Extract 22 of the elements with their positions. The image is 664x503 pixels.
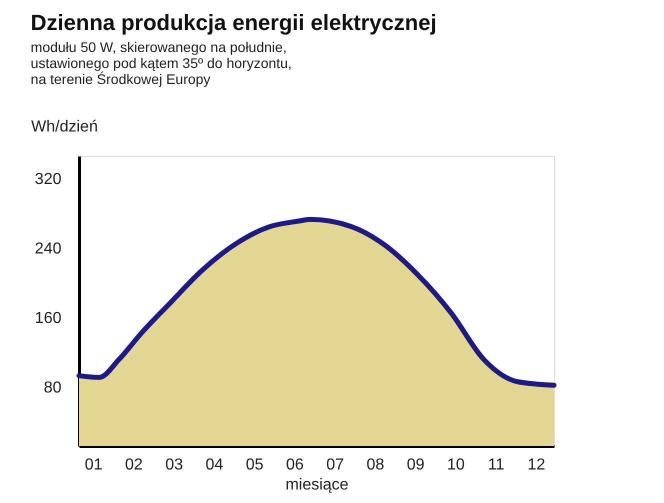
y-tick-label: 160 <box>34 310 62 327</box>
text: ustawionego pod kątem 35º do horyzontu, <box>30 55 292 71</box>
y-axis-title: Wh/dzień <box>31 118 98 136</box>
x-tick-label: 12 <box>527 456 546 474</box>
x-tick-label: 11 <box>488 456 505 474</box>
chart-title: Dzienna produkcja energii elektrycznej <box>30 10 437 35</box>
y-tick-label: 240 <box>34 240 62 258</box>
x-axis-title: miesiące <box>285 476 349 494</box>
x-tick-label: 05 <box>246 456 264 474</box>
x-tick-label: 09 <box>406 456 425 474</box>
x-tick-label: 10 <box>446 456 465 474</box>
x-tick-label: 07 <box>326 456 344 474</box>
x-tick-label: 03 <box>165 456 184 474</box>
y-tick-label: 320 <box>34 171 62 188</box>
x-tick-label: 04 <box>205 456 224 474</box>
text: modułu 50 W, skierowanego na południe, <box>30 39 287 55</box>
x-tick-label: 06 <box>286 456 304 474</box>
y-tick-label: 80 <box>44 379 62 396</box>
text: na terenie Środkowej Europy <box>30 71 210 87</box>
x-tick-label: 02 <box>124 456 143 474</box>
x-tick-label: 08 <box>366 456 384 474</box>
x-tick-label: 01 <box>84 456 103 474</box>
